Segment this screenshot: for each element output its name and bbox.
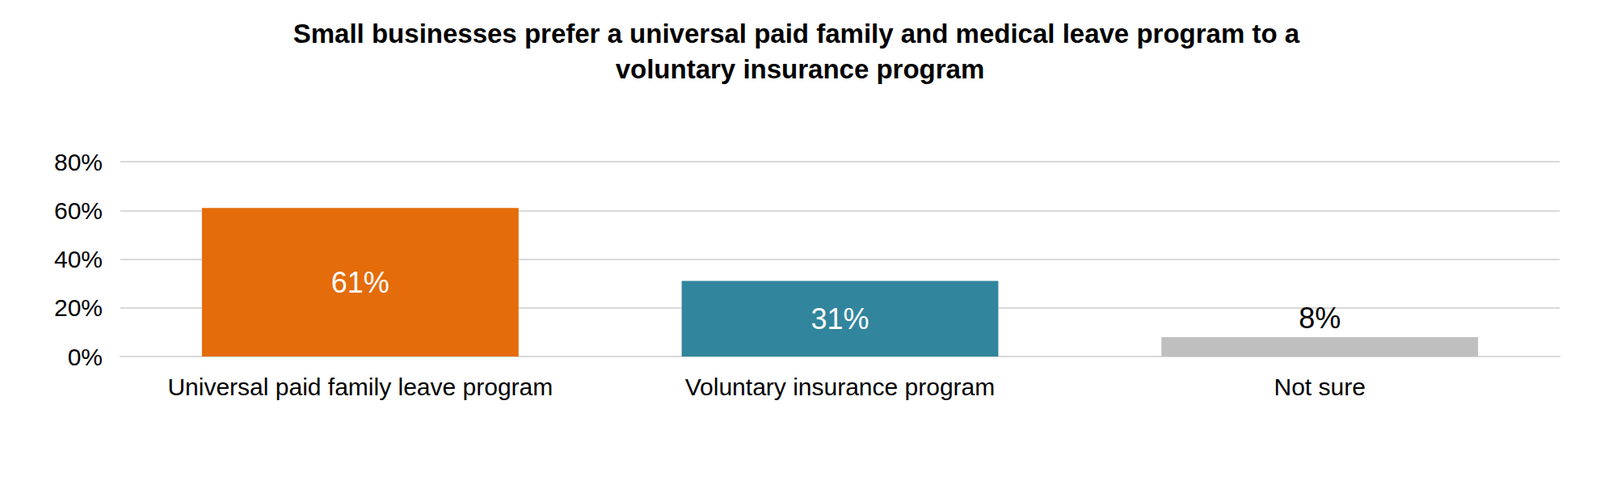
svg-text:Not sure: Not sure <box>1273 373 1365 400</box>
svg-text:20%: 20% <box>54 294 103 321</box>
svg-text:Small businesses prefer a univ: Small businesses prefer a universal paid… <box>293 18 1308 49</box>
svg-text:8%: 8% <box>1298 301 1341 335</box>
svg-text:60%: 60% <box>54 197 103 224</box>
svg-text:61%: 61% <box>331 265 390 299</box>
svg-text:40%: 40% <box>54 245 103 273</box>
svg-text:Voluntary insurance program: Voluntary insurance program <box>685 373 996 400</box>
svg-text:Universal paid family leave pr: Universal paid family leave program <box>167 373 553 400</box>
svg-text:31%: 31% <box>810 302 869 336</box>
svg-text:0%: 0% <box>67 343 103 371</box>
svg-text:80%: 80% <box>54 148 103 176</box>
svg-text:voluntary insurance program: voluntary insurance program <box>615 54 986 85</box>
